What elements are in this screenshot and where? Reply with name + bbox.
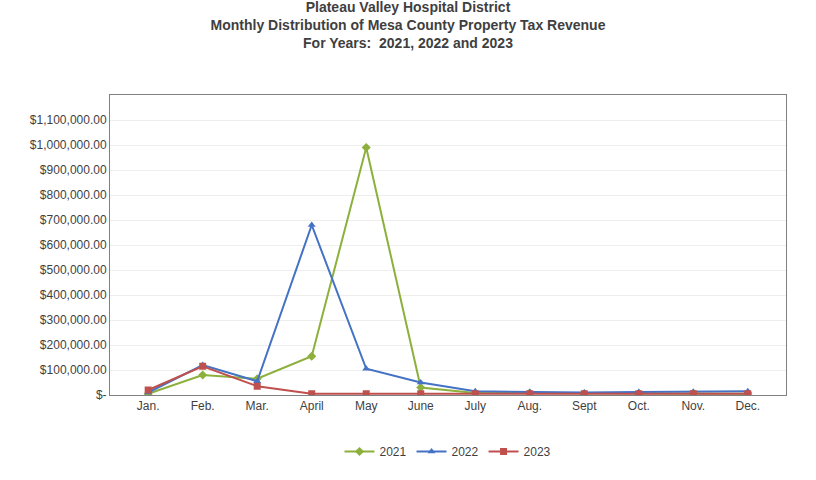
- svg-text:2023: 2023: [524, 445, 551, 459]
- svg-text:$900,000.00: $900,000.00: [40, 163, 107, 177]
- svg-text:2022: 2022: [452, 445, 479, 459]
- svg-text:$500,000.00: $500,000.00: [40, 263, 107, 277]
- svg-text:$800,000.00: $800,000.00: [40, 188, 107, 202]
- svg-text:$700,000.00: $700,000.00: [40, 213, 107, 227]
- svg-text:Feb.: Feb.: [191, 399, 215, 413]
- svg-text:Dec.: Dec.: [735, 399, 760, 413]
- svg-text:May: May: [355, 399, 378, 413]
- svg-text:Mar.: Mar.: [246, 399, 269, 413]
- svg-text:July: July: [465, 399, 486, 413]
- svg-text:$1,000,000.00: $1,000,000.00: [30, 138, 107, 152]
- svg-text:Sept: Sept: [572, 399, 597, 413]
- svg-text:June: June: [408, 399, 434, 413]
- svg-text:$-: $-: [96, 388, 107, 402]
- svg-text:Oct.: Oct.: [628, 399, 650, 413]
- svg-text:$100,000.00: $100,000.00: [40, 363, 107, 377]
- svg-text:Aug.: Aug.: [517, 399, 542, 413]
- svg-text:Plateau Valley Hospital Distri: Plateau Valley Hospital DistrictMonthly …: [211, 0, 606, 51]
- svg-text:April: April: [300, 399, 324, 413]
- svg-text:2021: 2021: [380, 445, 407, 459]
- svg-text:$600,000.00: $600,000.00: [40, 238, 107, 252]
- svg-text:Jan.: Jan.: [137, 399, 160, 413]
- svg-text:$1,100,000.00: $1,100,000.00: [30, 113, 107, 127]
- svg-text:$200,000.00: $200,000.00: [40, 338, 107, 352]
- svg-text:Nov.: Nov.: [681, 399, 705, 413]
- svg-text:$300,000.00: $300,000.00: [40, 313, 107, 327]
- svg-text:$400,000.00: $400,000.00: [40, 288, 107, 302]
